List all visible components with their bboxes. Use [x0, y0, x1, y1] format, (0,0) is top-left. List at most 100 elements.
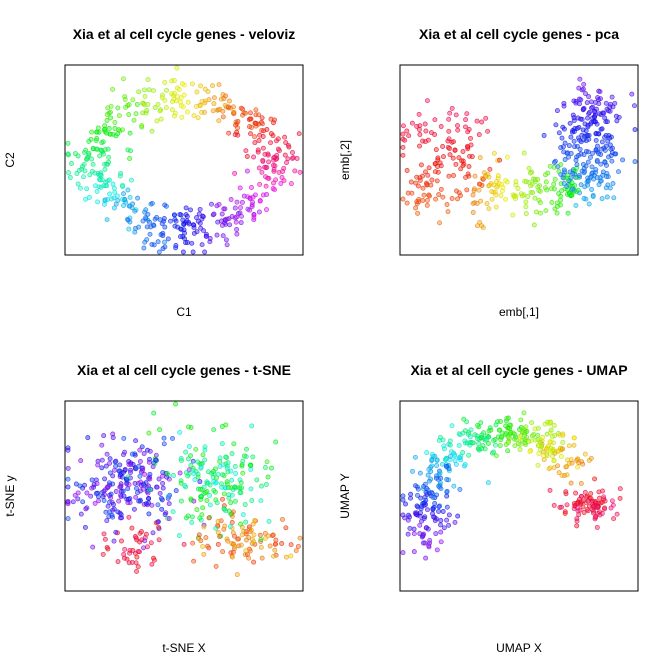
scatter-point: [571, 442, 577, 448]
scatter-point: [537, 200, 543, 206]
scatter-point: [195, 115, 201, 121]
scatter-point: [411, 531, 417, 537]
scatter-point: [164, 471, 170, 476]
scatter-point: [122, 196, 128, 202]
scatter-point: [133, 560, 139, 566]
scatter-point: [232, 215, 238, 221]
scatter-point: [280, 516, 285, 522]
scatter-point: [493, 422, 499, 428]
scatter-point: [260, 145, 266, 151]
scatter-point: [602, 505, 608, 511]
scatter-point: [189, 514, 195, 520]
scatter-point: [551, 423, 557, 428]
scatter-point: [137, 459, 143, 464]
scatter-point: [256, 209, 262, 215]
scatter-point: [158, 116, 164, 122]
scatter-point: [239, 462, 245, 468]
scatter-point: [105, 484, 110, 490]
scatter-point: [131, 506, 137, 512]
scatter-point: [146, 430, 152, 436]
scatter-point: [423, 555, 429, 561]
scatter-point: [283, 554, 289, 560]
scatter-point: [271, 120, 276, 126]
scatter-point: [121, 76, 126, 82]
scatter-point: [94, 481, 100, 487]
scatter-point: [477, 155, 483, 161]
scatter-point: [247, 124, 252, 130]
scatter-point: [233, 122, 239, 128]
scatter-point: [89, 485, 95, 491]
scatter-point: [152, 105, 158, 111]
scatter-point: [157, 490, 163, 496]
scatter-point: [548, 186, 554, 192]
scatter-point: [577, 76, 583, 82]
scatter-point: [220, 114, 226, 120]
scatter-point: [213, 525, 219, 531]
scatter-point: [189, 520, 195, 525]
scatter-point: [564, 502, 570, 508]
scatter-point: [453, 112, 459, 118]
scatter-point: [560, 175, 566, 181]
scatter-point: [134, 101, 140, 107]
scatter-point: [593, 137, 599, 143]
scatter-point: [201, 524, 207, 530]
scatter-point: [446, 512, 452, 518]
scatter-point: [75, 496, 81, 502]
scatter-point: [197, 479, 203, 485]
scatter-point: [125, 496, 131, 502]
scatter-point: [418, 510, 423, 516]
scatter-point: [105, 105, 111, 111]
scatter-point: [532, 195, 538, 201]
scatter-point: [94, 136, 100, 141]
scatter-point: [116, 113, 122, 119]
scatter-point: [138, 469, 144, 475]
scatter-point: [576, 135, 581, 141]
scatter-point: [562, 509, 568, 515]
scatter-point: [210, 469, 216, 474]
scatter-point: [122, 449, 128, 455]
scatter-point: [244, 168, 250, 174]
scatter-point: [413, 483, 418, 489]
scatter-point: [572, 183, 578, 189]
scatter-point: [222, 506, 227, 512]
scatter-point: [604, 119, 610, 125]
scatter-point: [188, 463, 194, 468]
scatter-point: [135, 195, 141, 201]
scatter-point: [273, 552, 279, 558]
scatter-point: [190, 458, 196, 464]
scatter-point: [445, 138, 451, 144]
scatter-point: [128, 467, 133, 473]
scatter-point: [595, 95, 601, 101]
scatter-point: [476, 132, 482, 138]
scatter-point: [110, 86, 116, 92]
scatter-point: [493, 453, 499, 459]
scatter-point: [196, 211, 202, 217]
scatter-point: [607, 135, 613, 141]
scatter-point: [65, 151, 71, 157]
scatter-point: [516, 441, 521, 447]
scatter-point: [137, 447, 143, 453]
scatter-point: [204, 489, 210, 495]
scatter-point: [196, 532, 202, 538]
scatter-point: [607, 104, 613, 110]
scatter-point: [593, 499, 598, 504]
scatter-point: [599, 139, 605, 145]
scatter-point: [179, 458, 184, 464]
scatter-point: [142, 93, 148, 99]
scatter-point: [462, 461, 468, 467]
scatter-point: [275, 146, 281, 152]
scatter-point: [145, 211, 151, 217]
scatter-point: [139, 444, 145, 450]
scatter-point: [216, 118, 222, 124]
scatter-point: [106, 126, 112, 131]
scatter-point: [429, 463, 435, 469]
scatter-point: [65, 445, 71, 451]
scatter-point: [416, 111, 422, 117]
points-layer: [400, 410, 623, 561]
scatter-point: [263, 465, 268, 470]
scatter-point: [220, 549, 226, 555]
scatter-point: [434, 473, 439, 479]
scatter-point: [72, 492, 78, 498]
scatter-point: [124, 556, 130, 562]
scatter-point: [597, 178, 603, 184]
